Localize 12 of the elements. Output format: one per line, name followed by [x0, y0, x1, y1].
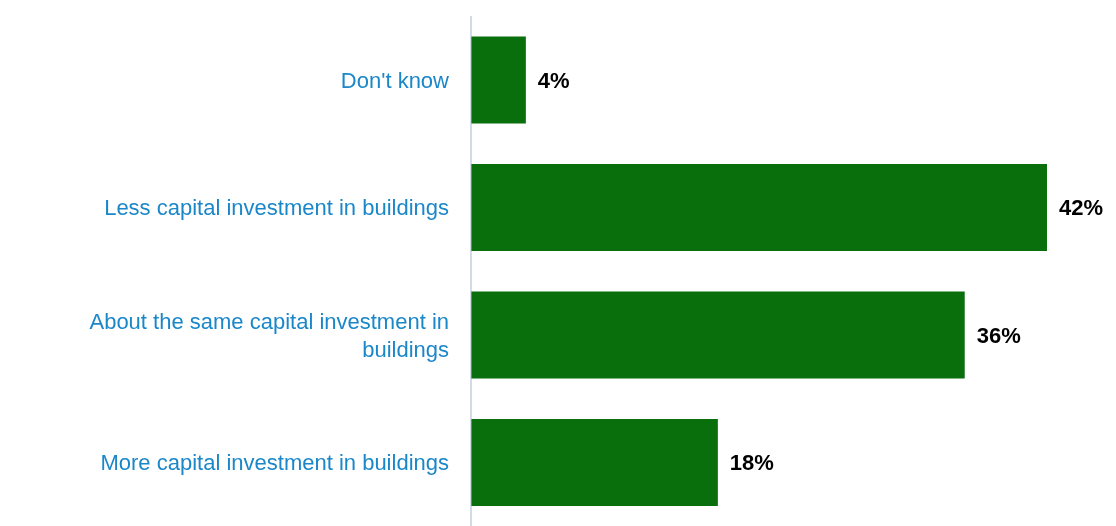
y-tick-label: Less capital investment in buildings	[104, 194, 449, 220]
data-label: 42%	[1059, 195, 1104, 221]
bar	[471, 291, 965, 379]
y-tick-label: More capital investment in buildings	[100, 449, 449, 475]
data-label: 4%	[537, 67, 570, 93]
y-tick-label: About the same capital investment in buildings	[89, 308, 449, 362]
data-label: 36%	[976, 322, 1021, 348]
bar	[471, 163, 1047, 251]
bar	[471, 36, 526, 124]
data-label: 18%	[729, 450, 774, 476]
y-tick-label: Don't know	[340, 67, 450, 93]
bar	[471, 418, 718, 506]
